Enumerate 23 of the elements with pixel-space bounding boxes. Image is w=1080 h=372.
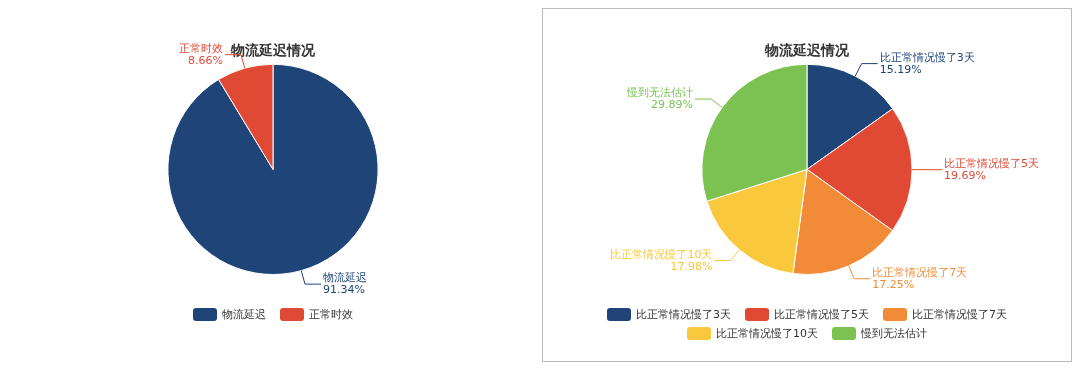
legend-label: 比正常情况慢了3天 bbox=[636, 307, 731, 322]
slice-label: 比正常情况慢了7天 bbox=[872, 266, 968, 280]
data-label: 15.19% bbox=[879, 62, 922, 76]
slice-label: 比正常情况慢了5天 bbox=[944, 157, 1040, 171]
data-label: 91.34% bbox=[323, 283, 365, 297]
legend-label: 比正常情况慢了7天 bbox=[912, 307, 1007, 322]
legend-label: 比正常情况慢了5天 bbox=[774, 307, 869, 322]
data-label: 29.89% bbox=[650, 98, 693, 112]
data-label: 17.25% bbox=[872, 278, 915, 292]
slice-label: 慢到无法估计 bbox=[625, 86, 693, 100]
legend-label: 物流延迟 bbox=[222, 307, 266, 322]
slice-label: 比正常情况慢了3天 bbox=[879, 50, 975, 64]
legend-label: 慢到无法估计 bbox=[861, 326, 927, 341]
chart-title: 物流延迟情况 bbox=[764, 42, 850, 59]
slice-label: 比正常情况慢了10天 bbox=[610, 247, 713, 261]
slice-label: 物流延迟 bbox=[323, 271, 367, 285]
legend-label: 比正常情况慢了10天 bbox=[716, 326, 818, 341]
legend-label: 正常时效 bbox=[309, 307, 353, 322]
data-label: 8.66% bbox=[188, 54, 223, 68]
slice-label: 正常时效 bbox=[179, 42, 223, 56]
chart-title: 物流延迟情况 bbox=[230, 42, 316, 59]
data-label: 19.69% bbox=[944, 169, 987, 183]
data-label: 17.98% bbox=[670, 259, 713, 273]
